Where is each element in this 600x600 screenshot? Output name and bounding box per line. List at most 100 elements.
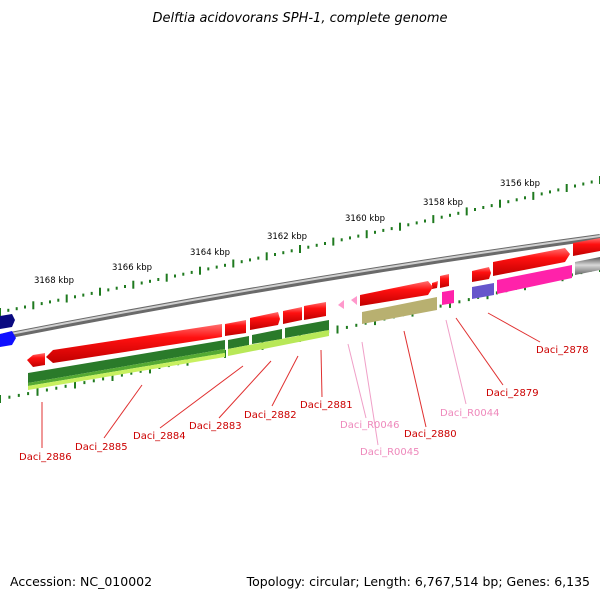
label-daci-2882[interactable]: Daci_2882 bbox=[244, 410, 297, 421]
ruler-tick bbox=[32, 301, 35, 310]
ruler-tick bbox=[82, 293, 85, 297]
feature-magenta-2878[interactable] bbox=[497, 265, 572, 294]
ruler-tick bbox=[24, 305, 26, 309]
feature-daci-2881[interactable] bbox=[304, 302, 326, 320]
ruler bbox=[0, 176, 600, 316]
ruler-tick bbox=[99, 287, 101, 296]
feature-grey-right bbox=[575, 257, 600, 275]
ruler-tick bbox=[415, 221, 418, 225]
feature-light-green-b bbox=[228, 330, 329, 356]
ruler-tick bbox=[174, 274, 176, 278]
lower-track-tick bbox=[439, 304, 442, 308]
ruler-tick bbox=[515, 198, 518, 202]
ruler-tick bbox=[0, 308, 1, 316]
ruler-tick bbox=[465, 207, 468, 216]
ruler-tick bbox=[349, 236, 351, 240]
map-title: Delftia acidovorans SPH-1, complete geno… bbox=[152, 11, 447, 26]
ruler-tick bbox=[40, 302, 43, 306]
feature-dark-green-b bbox=[228, 336, 249, 349]
label-daci-2879[interactable]: Daci_2879 bbox=[486, 388, 539, 399]
feature-magenta-small bbox=[442, 290, 454, 305]
feature-rna-r0045[interactable] bbox=[351, 296, 357, 305]
lower-track-tick bbox=[8, 395, 11, 399]
ruler-tick bbox=[265, 252, 268, 261]
ruler-tick bbox=[290, 249, 293, 253]
ruler-tick bbox=[574, 184, 576, 188]
lower-track-tick bbox=[336, 325, 339, 334]
lower-track-tick bbox=[345, 325, 348, 329]
ruler-tick bbox=[132, 280, 135, 289]
label-daci-2880[interactable]: Daci_2880 bbox=[404, 429, 457, 440]
ruler-label-3162: 3162 kbp bbox=[267, 232, 307, 242]
ruler-tick bbox=[157, 278, 160, 281]
feature-daci-2883[interactable] bbox=[250, 312, 280, 330]
ruler-tick bbox=[365, 230, 368, 239]
ruler-tick bbox=[224, 263, 226, 267]
ruler-tick bbox=[440, 215, 443, 219]
ruler-tick bbox=[65, 294, 68, 303]
ruler-tick bbox=[382, 228, 385, 232]
ruler-tick bbox=[215, 265, 218, 269]
feature-light-green-a bbox=[28, 353, 225, 390]
feature-daci-2884[interactable] bbox=[225, 320, 246, 336]
ruler-tick bbox=[274, 253, 276, 256]
feature-daci-2878-b[interactable] bbox=[573, 238, 600, 256]
feature-daci-2878-a[interactable] bbox=[493, 248, 570, 276]
label-daci-2885[interactable]: Daci_2885 bbox=[75, 442, 128, 453]
ruler-tick bbox=[407, 223, 410, 227]
ruler-tick bbox=[374, 230, 376, 234]
ruler-tick bbox=[357, 234, 360, 238]
label-daci-2878[interactable]: Daci_2878 bbox=[536, 345, 589, 356]
lower-track-tick bbox=[74, 380, 76, 389]
lower-track-tick bbox=[27, 392, 30, 396]
ruler-tick bbox=[240, 260, 243, 264]
feature-navy-left bbox=[0, 314, 15, 329]
lower-track-tick bbox=[355, 323, 358, 327]
ruler-tick bbox=[107, 288, 110, 292]
accession-text: Accession: NC_010002 bbox=[10, 574, 152, 589]
lower-track-tick bbox=[83, 381, 86, 385]
feature-daci-2886[interactable] bbox=[27, 353, 45, 367]
feature-daci-2879[interactable] bbox=[472, 267, 491, 282]
lower-track-tick bbox=[17, 393, 20, 397]
ruler-tick bbox=[482, 206, 485, 209]
feature-rna-r0046[interactable] bbox=[338, 300, 344, 309]
ruler-tick bbox=[90, 291, 93, 295]
lower-track-tick bbox=[64, 384, 67, 388]
ruler-tick bbox=[115, 286, 118, 290]
label-daci-2886[interactable]: Daci_2886 bbox=[19, 452, 72, 463]
lower-track-tick bbox=[495, 291, 498, 295]
ruler-tick bbox=[390, 227, 393, 231]
feature-daci-2880[interactable] bbox=[360, 281, 433, 306]
label-daci-r0044[interactable]: Daci_R0044 bbox=[440, 408, 500, 419]
ruler-label-3160: 3160 kbp bbox=[345, 214, 385, 224]
lower-track-tick bbox=[55, 386, 58, 390]
ruler-tick bbox=[582, 182, 585, 186]
ruler-tick bbox=[324, 242, 326, 245]
ruler-label-3164: 3164 kbp bbox=[190, 248, 230, 258]
ruler-tick bbox=[15, 307, 18, 311]
ruler-tick bbox=[182, 272, 185, 276]
ruler-tick bbox=[299, 245, 301, 253]
ruler-tick bbox=[49, 300, 51, 304]
feature-daci-2885[interactable] bbox=[46, 324, 222, 363]
feature-red-small-a bbox=[432, 281, 438, 289]
ruler-tick bbox=[199, 266, 201, 275]
feature-daci-2882[interactable] bbox=[283, 307, 302, 324]
ruler-tick bbox=[499, 199, 501, 208]
ruler-label-3156: 3156 kbp bbox=[500, 179, 540, 189]
ruler-label-3166: 3166 kbp bbox=[112, 263, 152, 273]
leader-lines bbox=[41, 312, 541, 448]
label-daci-2883[interactable]: Daci_2883 bbox=[189, 421, 242, 432]
ruler-tick bbox=[190, 270, 193, 274]
label-daci-r0045[interactable]: Daci_R0045 bbox=[360, 447, 420, 458]
label-daci-2884[interactable]: Daci_2884 bbox=[133, 431, 186, 442]
ruler-tick bbox=[590, 180, 593, 184]
label-daci-2881[interactable]: Daci_2881 bbox=[300, 400, 353, 411]
lower-track-tick bbox=[111, 373, 114, 381]
ruler-tick bbox=[332, 237, 335, 246]
ruler-tick bbox=[565, 184, 568, 192]
label-daci-r0046[interactable]: Daci_R0046 bbox=[340, 420, 400, 431]
ruler-tick bbox=[340, 238, 343, 242]
